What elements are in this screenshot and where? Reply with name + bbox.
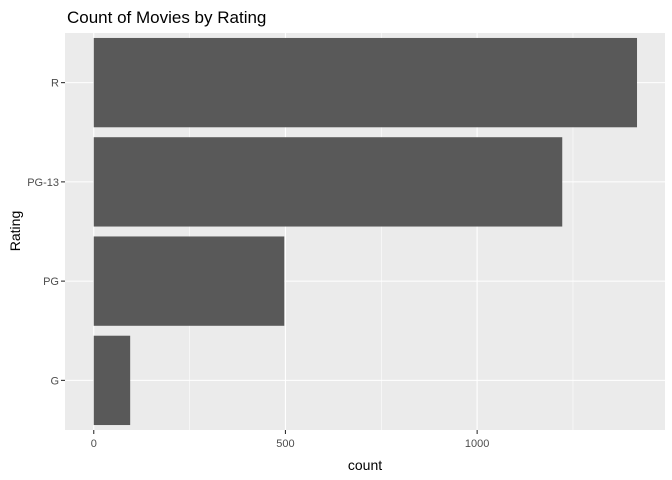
bars <box>93 37 638 426</box>
y-tick-label: G <box>50 375 59 387</box>
x-tick-label: 500 <box>276 438 294 450</box>
x-axis: 0 500 1000 <box>91 430 489 450</box>
y-tick-label: PG <box>43 276 59 288</box>
bar-pg <box>93 236 285 326</box>
x-axis-title: count <box>348 457 382 473</box>
y-tick-label: R <box>51 78 59 90</box>
bar-pg-13 <box>93 137 563 227</box>
y-axis: G PG PG-13 R <box>27 78 65 387</box>
y-axis-title: Rating <box>7 211 23 251</box>
bar-g <box>93 335 131 426</box>
x-tick-label: 1000 <box>465 438 489 450</box>
x-tick-label: 0 <box>91 438 97 450</box>
bar-r <box>93 37 638 128</box>
y-tick-label: PG-13 <box>27 177 59 189</box>
chart-title: Count of Movies by Rating <box>67 8 266 27</box>
